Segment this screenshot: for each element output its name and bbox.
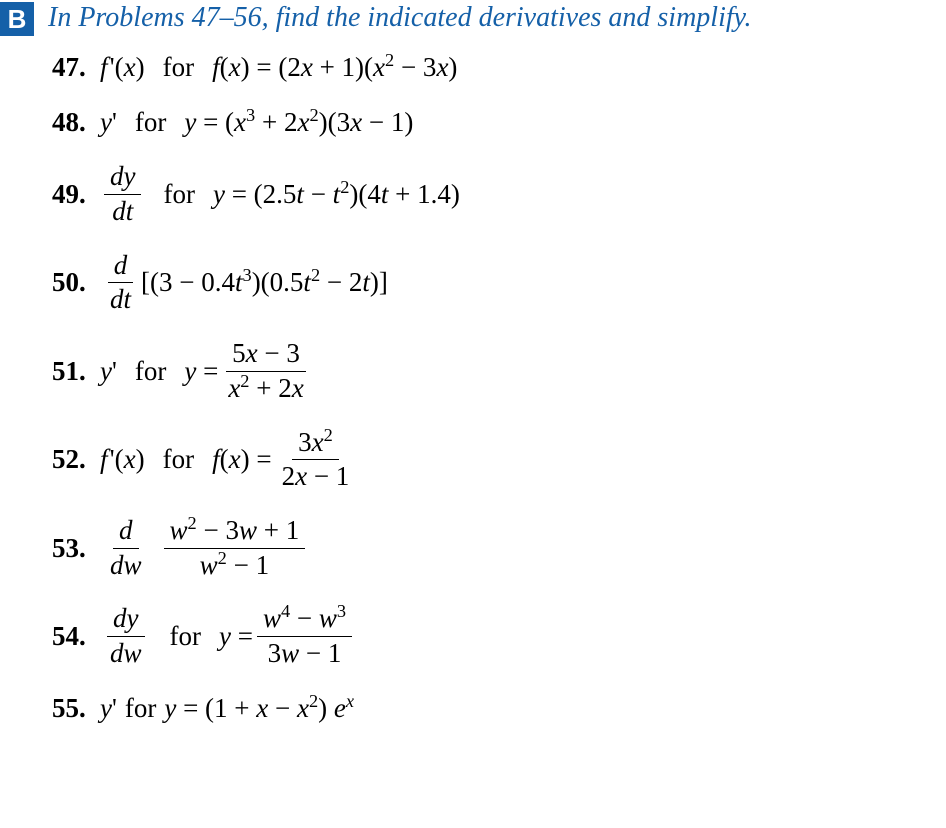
frac-num: dy (107, 604, 144, 637)
lhs-fraction: dy dw (104, 604, 148, 668)
lhs: y' (100, 356, 117, 387)
frac-num: 5x − 3 (226, 339, 306, 372)
problem-number: 53. (52, 533, 100, 564)
problem-54: 54. dy dw for y = w4 − w3 3w − 1 (52, 604, 946, 668)
rhs-fraction: w2 − 3w + 1 w2 − 1 (164, 516, 306, 580)
for-keyword: for (170, 621, 201, 652)
frac-den: dt (104, 283, 137, 315)
problem-51: 51. y' for y = 5x − 3 x2 + 2x (52, 339, 946, 403)
frac-den: w2 − 1 (194, 549, 275, 581)
rhs-prefix: f(x) = (212, 444, 271, 475)
for-keyword: for (135, 107, 166, 138)
rhs-fraction: 3x2 2x − 1 (276, 428, 356, 492)
lhs-fraction: d dw (104, 516, 148, 580)
frac-den: x2 + 2x (222, 372, 309, 404)
problem-50: 50. d dt [(3 − 0.4t3)(0.5t2 − 2t)] (52, 251, 946, 315)
problem-body: f '(x) for f(x) = 3x2 2x − 1 (100, 428, 359, 492)
problem-number: 47. (52, 52, 100, 83)
rhs: y = (2.5t − t2)(4t + 1.4) (213, 179, 460, 210)
problem-48: 48. y' for y = (x3 + 2x2)(3x − 1) (52, 107, 946, 138)
problem-53: 53. d dw w2 − 3w + 1 w2 − 1 (52, 516, 946, 580)
lhs: f '(x) (100, 52, 145, 83)
frac-den: dw (104, 637, 148, 669)
rhs: f(x) = (2x + 1)(x2 − 3x) (212, 52, 457, 83)
problem-55: 55. y' for y = (1 + x − x2) ex (52, 693, 946, 724)
problem-body: d dt [(3 − 0.4t3)(0.5t2 − 2t)] (100, 251, 388, 315)
frac-num: w4 − w3 (257, 604, 352, 637)
frac-num: 3x2 (292, 428, 339, 461)
frac-num: dy (104, 162, 141, 195)
problem-47: 47. f '(x) for f(x) = (2x + 1)(x2 − 3x) (52, 52, 946, 83)
problem-body: dy dw for y = w4 − w3 3w − 1 (100, 604, 356, 668)
rhs-fraction: w4 − w3 3w − 1 (257, 604, 352, 668)
rhs: [(3 − 0.4t3)(0.5t2 − 2t)] (141, 267, 388, 298)
frac-den: dt (106, 195, 139, 227)
problem-number: 48. (52, 107, 100, 138)
frac-num: d (113, 516, 139, 549)
lhs: y' (100, 693, 117, 724)
lhs-fraction: d dt (104, 251, 137, 315)
problem-list: 47. f '(x) for f(x) = (2x + 1)(x2 − 3x) … (0, 52, 946, 723)
for-keyword: for (135, 356, 166, 387)
for-keyword: for (163, 444, 194, 475)
frac-num: d (108, 251, 134, 284)
rhs-prefix: y = (184, 356, 218, 387)
frac-den: 2x − 1 (276, 460, 356, 492)
frac-num: w2 − 3w + 1 (164, 516, 306, 549)
problem-number: 52. (52, 444, 100, 475)
section-header: B In Problems 47–56, find the indicated … (0, 0, 946, 36)
lhs: f '(x) (100, 444, 145, 475)
section-instructions: In Problems 47–56, find the indicated de… (48, 0, 752, 36)
problem-number: 50. (52, 267, 100, 298)
rhs: y = (1 + x − x2) ex (164, 693, 354, 724)
lhs-fraction: dy dt (104, 162, 141, 226)
problem-number: 54. (52, 621, 100, 652)
problem-number: 49. (52, 179, 100, 210)
for-keyword: for (125, 693, 156, 724)
problem-body: y' for y = 5x − 3 x2 + 2x (100, 339, 314, 403)
problem-body: dy dt for y = (2.5t − t2)(4t + 1.4) (100, 162, 460, 226)
lhs: y' (100, 107, 117, 138)
problem-body: y' for y = (x3 + 2x2)(3x − 1) (100, 107, 413, 138)
section-badge: B (0, 2, 34, 36)
problem-number: 51. (52, 356, 100, 387)
for-keyword: for (163, 52, 194, 83)
problem-52: 52. f '(x) for f(x) = 3x2 2x − 1 (52, 428, 946, 492)
problem-49: 49. dy dt for y = (2.5t − t2)(4t + 1.4) (52, 162, 946, 226)
problem-body: d dw w2 − 3w + 1 w2 − 1 (100, 516, 309, 580)
for-keyword: for (163, 179, 194, 210)
rhs: y = (x3 + 2x2)(3x − 1) (184, 107, 413, 138)
rhs-prefix: y = (219, 621, 253, 652)
rhs-fraction: 5x − 3 x2 + 2x (222, 339, 309, 403)
problem-body: y' for y = (1 + x − x2) ex (100, 693, 354, 724)
frac-den: 3w − 1 (262, 637, 348, 669)
problem-number: 55. (52, 693, 100, 724)
frac-den: dw (104, 549, 148, 581)
problem-body: f '(x) for f(x) = (2x + 1)(x2 − 3x) (100, 52, 457, 83)
